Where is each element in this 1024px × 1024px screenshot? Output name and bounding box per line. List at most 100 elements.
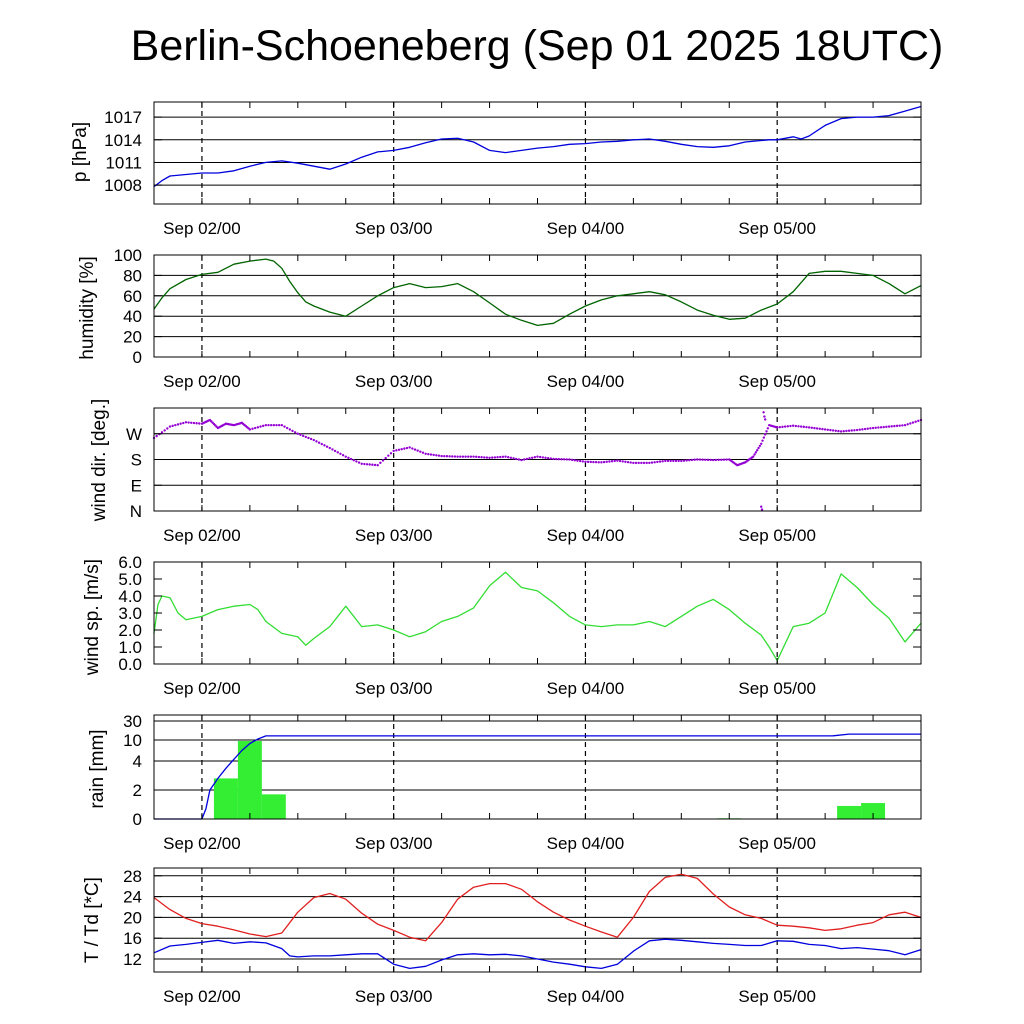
wind-dir-point	[664, 459, 667, 463]
wind-dir-point	[397, 448, 401, 451]
x-tick-label: Sep 04/00	[547, 372, 625, 391]
plot-frame	[153, 254, 922, 358]
wind-dir-point	[682, 459, 686, 462]
wind-dir-point	[666, 459, 670, 463]
wind-dir-point	[690, 458, 694, 462]
series-line	[153, 258, 922, 327]
wind-dir-point	[277, 423, 281, 427]
wind-dir-point	[261, 424, 265, 428]
wind-dir-point	[760, 508, 764, 511]
wind-dir-point	[823, 428, 827, 431]
wind-dir-point	[554, 457, 558, 461]
wind-dir-point	[419, 450, 422, 453]
wind-dir-point	[863, 427, 867, 431]
wind-dir-point	[760, 505, 763, 508]
y-tick-label: 40	[123, 307, 142, 326]
wind-dir-point	[320, 442, 323, 446]
y-axis-label: wind sp. [m/s]	[82, 559, 103, 676]
wind-dir-point	[858, 428, 861, 431]
x-tick-label: Sep 03/00	[355, 679, 433, 698]
wind-dir-point	[344, 455, 347, 458]
wind-dir-point	[866, 427, 869, 430]
wind-dir-point	[507, 456, 510, 459]
wind-dir-point	[525, 457, 529, 461]
wind-dir-point	[616, 459, 619, 462]
wind-dir-point	[363, 462, 366, 466]
wind-dir-point	[797, 425, 800, 428]
wind-dir-point	[693, 458, 696, 461]
y-tick-label: 10	[123, 731, 142, 750]
wind-dir-point	[895, 424, 899, 428]
wind-dir-point	[187, 421, 190, 424]
series-line	[153, 571, 922, 662]
wind-dir-point	[312, 438, 315, 442]
wind-dir-point	[256, 426, 260, 429]
wind-dir-point	[251, 427, 254, 430]
wind-dir-point	[283, 425, 286, 428]
wind-dir-point	[917, 419, 920, 423]
wind-dir-point	[890, 425, 893, 428]
x-tick-label: Sep 04/00	[547, 987, 625, 1006]
wind-dir-point	[488, 456, 491, 459]
wind-dir-point	[347, 456, 350, 460]
wind-dir-point	[493, 456, 497, 459]
wind-dir-point	[395, 449, 398, 452]
wind-dir-point	[621, 460, 624, 463]
wind-dir-point	[429, 453, 433, 456]
y-tick-label: 12	[123, 950, 142, 969]
wind-dir-point	[432, 453, 435, 457]
wind-dir-point	[536, 455, 539, 458]
wind-dir-point	[629, 461, 632, 464]
x-tick-label: Sep 03/00	[355, 526, 433, 545]
wind-dir-point	[182, 421, 185, 425]
wind-dir-point	[192, 421, 196, 425]
wind-dir-point	[605, 460, 608, 463]
wind-dir-point	[499, 455, 502, 459]
wind-dir-point	[613, 459, 616, 463]
wind-dir-point	[413, 448, 417, 451]
wind-dir-point	[427, 452, 430, 456]
wind-dir-point	[578, 459, 582, 463]
y-tick-label: 2.0	[118, 621, 142, 640]
wind-dir-point	[451, 455, 454, 458]
wind-dir-point	[288, 428, 292, 431]
wind-dir-point	[570, 458, 574, 462]
wind-dir-point	[437, 454, 441, 457]
y-tick-label: 1.0	[118, 638, 142, 657]
wind-dir-point	[533, 456, 537, 459]
wind-dir-point	[469, 455, 473, 458]
wind-dir-point	[389, 452, 393, 455]
y-tick-label: 60	[123, 287, 142, 306]
wind-dir-point	[786, 425, 790, 428]
wind-dir-point	[831, 429, 835, 432]
y-tick-label: 3.0	[118, 604, 142, 623]
y-axis-label: humidity [%]	[77, 256, 98, 359]
wind-dir-point	[411, 447, 414, 450]
wind-dir-point	[198, 422, 201, 425]
wind-dir-point	[783, 425, 787, 428]
wind-dir-point	[477, 455, 481, 459]
y-tick-label: 1014	[104, 131, 142, 150]
x-tick-label: Sep 05/00	[738, 219, 816, 238]
wind-dir-point	[584, 460, 587, 463]
x-tick-label: Sep 05/00	[738, 679, 816, 698]
wind-dir-point	[328, 446, 331, 450]
wind-dir-point	[400, 448, 403, 451]
y-tick-label: S	[131, 451, 142, 470]
wind-dir-point	[267, 423, 270, 427]
wind-dir-point	[376, 464, 379, 467]
wind-dir-point	[645, 461, 648, 465]
wind-dir-point	[717, 458, 720, 462]
wind-dir-point	[384, 456, 387, 460]
wind-dir-point	[285, 426, 289, 430]
wind-dir-point	[280, 423, 284, 427]
wind-dir-point	[160, 431, 164, 434]
wind-dir-point	[807, 426, 811, 429]
wind-dir-point	[845, 429, 848, 433]
series-line	[153, 938, 922, 970]
chart-title: Berlin-Schoeneberg (Sep 01 2025 18UTC)	[130, 22, 944, 70]
y-axis-label: T / Td [*C]	[82, 877, 103, 963]
rain-bar	[237, 741, 262, 819]
wind-dir-point	[869, 427, 872, 430]
